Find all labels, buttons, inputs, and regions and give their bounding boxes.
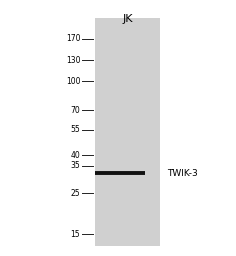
Bar <box>95 18 160 246</box>
Text: 15: 15 <box>71 230 80 239</box>
Text: 170: 170 <box>66 34 80 43</box>
Text: 35: 35 <box>71 162 80 170</box>
Text: 55: 55 <box>71 125 80 134</box>
Text: TWIK-3: TWIK-3 <box>167 169 198 178</box>
Text: 25: 25 <box>71 189 80 198</box>
Text: JK: JK <box>122 14 133 24</box>
Text: 100: 100 <box>66 77 80 86</box>
Text: 40: 40 <box>71 151 80 160</box>
Text: 70: 70 <box>71 106 80 115</box>
Text: 130: 130 <box>66 56 80 65</box>
